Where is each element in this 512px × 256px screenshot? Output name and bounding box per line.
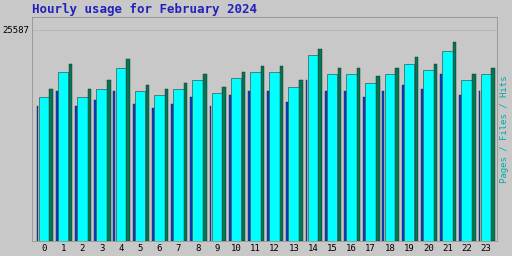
- Bar: [190, 98, 192, 241]
- Bar: [288, 87, 299, 241]
- Bar: [88, 89, 91, 241]
- Bar: [250, 72, 261, 241]
- Bar: [308, 55, 318, 241]
- Bar: [385, 74, 395, 241]
- Bar: [269, 72, 280, 241]
- Bar: [492, 68, 495, 241]
- Bar: [459, 95, 461, 241]
- Bar: [193, 80, 203, 241]
- Bar: [306, 80, 308, 241]
- Bar: [116, 68, 126, 241]
- Bar: [366, 83, 376, 241]
- Bar: [421, 89, 423, 241]
- Bar: [401, 85, 403, 241]
- Bar: [325, 91, 327, 241]
- Bar: [382, 91, 385, 241]
- Bar: [50, 89, 53, 241]
- Bar: [56, 91, 58, 241]
- Bar: [479, 91, 480, 241]
- Bar: [184, 83, 187, 241]
- Bar: [114, 91, 115, 241]
- Bar: [135, 91, 145, 241]
- Bar: [94, 100, 96, 241]
- Bar: [286, 102, 288, 241]
- Bar: [440, 74, 442, 241]
- Bar: [231, 78, 241, 241]
- Bar: [376, 76, 379, 241]
- Bar: [261, 66, 264, 241]
- Bar: [363, 98, 365, 241]
- Bar: [346, 74, 357, 241]
- Bar: [107, 80, 111, 241]
- Bar: [58, 72, 69, 241]
- Bar: [145, 85, 149, 241]
- Bar: [165, 89, 168, 241]
- Bar: [338, 68, 341, 241]
- Bar: [344, 91, 346, 241]
- Bar: [69, 63, 72, 241]
- Bar: [96, 89, 107, 241]
- Bar: [327, 74, 337, 241]
- Text: Hourly usage for February 2024: Hourly usage for February 2024: [32, 3, 258, 16]
- Bar: [203, 74, 207, 241]
- Bar: [222, 87, 226, 241]
- Bar: [171, 104, 173, 241]
- Bar: [299, 80, 303, 241]
- Bar: [248, 91, 250, 241]
- Bar: [211, 93, 222, 241]
- Bar: [154, 95, 164, 241]
- Bar: [442, 51, 453, 241]
- Bar: [453, 42, 456, 241]
- Bar: [423, 70, 434, 241]
- Bar: [242, 72, 245, 241]
- Bar: [77, 98, 88, 241]
- Bar: [75, 106, 77, 241]
- Bar: [229, 95, 230, 241]
- Bar: [36, 106, 38, 241]
- Bar: [404, 63, 414, 241]
- Bar: [267, 91, 269, 241]
- Bar: [395, 68, 399, 241]
- Bar: [126, 59, 130, 241]
- Bar: [152, 108, 154, 241]
- Bar: [39, 98, 49, 241]
- Bar: [461, 80, 472, 241]
- Bar: [434, 63, 437, 241]
- Y-axis label: Pages / Files / Hits: Pages / Files / Hits: [500, 76, 509, 183]
- Bar: [415, 57, 418, 241]
- Bar: [133, 104, 135, 241]
- Bar: [318, 49, 322, 241]
- Bar: [357, 68, 360, 241]
- Bar: [472, 74, 476, 241]
- Bar: [173, 89, 184, 241]
- Bar: [481, 74, 491, 241]
- Bar: [280, 66, 284, 241]
- Bar: [209, 106, 211, 241]
